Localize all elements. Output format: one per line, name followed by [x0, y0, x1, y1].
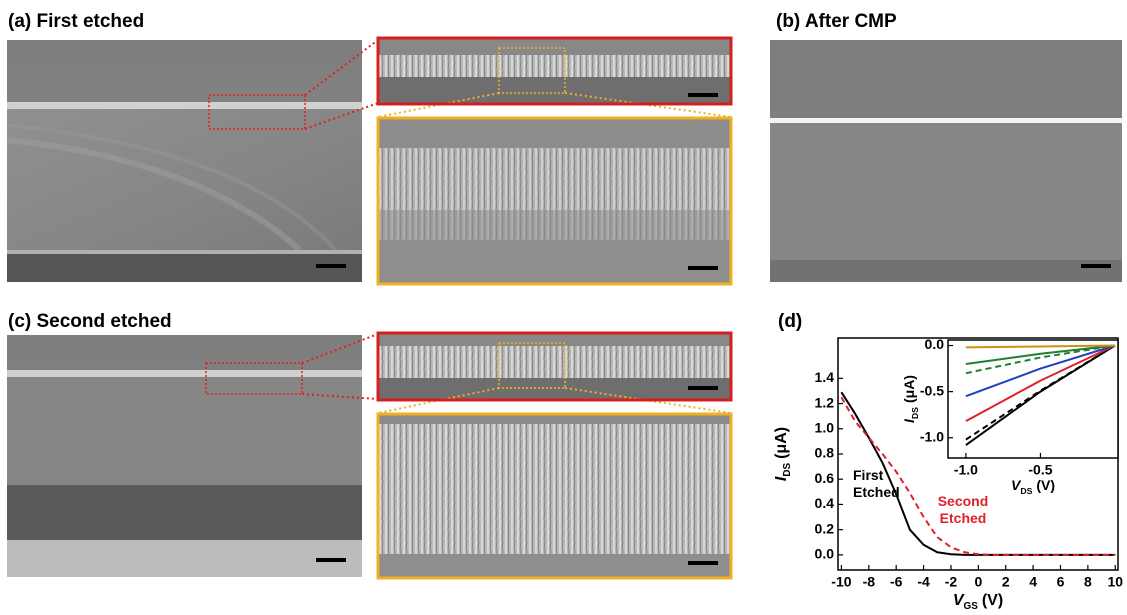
- series-line: [965, 344, 1116, 398]
- y-tick-label: 1.0: [815, 419, 835, 435]
- y-tick-label: 0.4: [815, 495, 835, 511]
- x-tick-label: 6: [1057, 574, 1065, 590]
- x-tick-label: -1.0: [954, 462, 978, 478]
- axis-label-part: GS: [964, 601, 979, 612]
- axis-label-part: V: [953, 592, 965, 609]
- sem-image: [376, 36, 733, 118]
- series-label: First Etched: [853, 467, 900, 500]
- y-tick-label: 0.0: [925, 336, 945, 352]
- x-tick-label: 10: [1107, 574, 1123, 590]
- panel-title: (c) Second etched: [8, 311, 172, 332]
- axis-label-part: DS: [1020, 486, 1032, 496]
- sem-image: [7, 333, 379, 577]
- x-tick-label: -10: [831, 574, 851, 590]
- y-tick-label: -0.5: [920, 382, 944, 398]
- sem-image: [376, 331, 733, 414]
- series-line: [965, 344, 1116, 365]
- axis-label: VDS (V): [1011, 477, 1055, 496]
- axis-label: IDS (μA): [773, 427, 793, 481]
- series-line: [965, 344, 1116, 422]
- y-tick-label: 0.0: [815, 546, 835, 562]
- y-tick-label: 0.2: [815, 520, 835, 536]
- series-line: [965, 344, 1116, 375]
- y-tick-label: 0.8: [815, 445, 835, 461]
- x-tick-label: -4: [917, 574, 930, 590]
- panel-title: (b) After CMP: [776, 11, 897, 32]
- series-line: [965, 344, 1116, 349]
- series-line: [840, 396, 1116, 556]
- axis-label-part: DS: [910, 407, 920, 419]
- y-tick-label: 1.4: [815, 369, 835, 385]
- x-tick-label: -0.5: [1028, 462, 1052, 478]
- y-tick-label: 0.6: [815, 470, 835, 486]
- axis-label: VGS (V): [953, 592, 1003, 612]
- axis-label-part: (μA): [901, 375, 917, 403]
- axis-label-part: (μA): [773, 427, 790, 459]
- y-tick-label: -1.0: [920, 428, 944, 444]
- x-tick-label: 8: [1084, 574, 1092, 590]
- x-tick-label: 4: [1029, 574, 1037, 590]
- panel-title: (d): [778, 311, 802, 332]
- axis-label-part: (V): [1036, 477, 1055, 493]
- panel-title: (a) First etched: [8, 11, 144, 32]
- axis-label-part: V: [1011, 477, 1022, 493]
- axis-label-part: DS: [782, 463, 793, 477]
- axis-label-part: I: [773, 476, 790, 481]
- x-tick-label: 2: [1002, 574, 1010, 590]
- sem-image: [770, 40, 1122, 282]
- y-tick-label: 1.2: [815, 394, 835, 410]
- sem-image: [376, 412, 733, 580]
- sem-image: [6, 39, 379, 282]
- sem-image: [376, 116, 733, 286]
- x-tick-label: -8: [863, 574, 876, 590]
- x-tick-label: -2: [945, 574, 958, 590]
- series-label: Second Etched: [937, 493, 989, 526]
- axis-label-part: I: [901, 418, 917, 423]
- series-line: [965, 344, 1116, 446]
- axis-label-part: (V): [982, 592, 1003, 609]
- x-tick-label: 0: [974, 574, 982, 590]
- x-tick-label: -6: [890, 574, 903, 590]
- axis-label: IDS (μA): [901, 375, 920, 423]
